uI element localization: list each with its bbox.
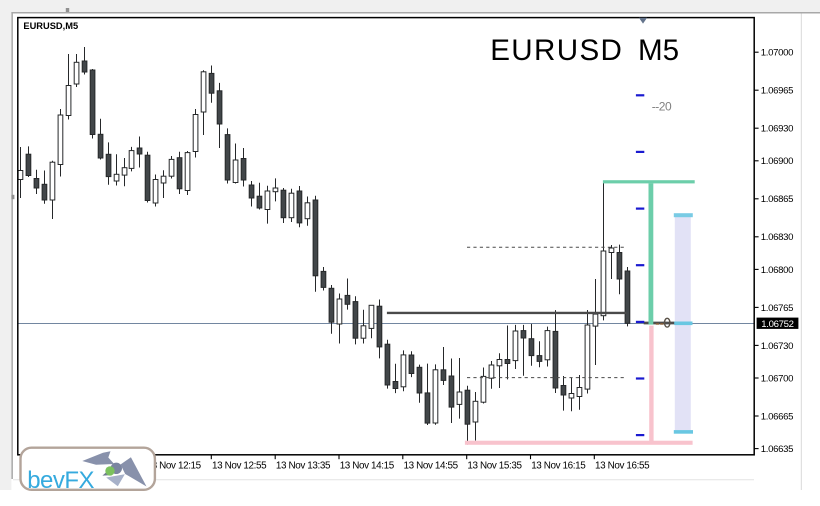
svg-text:1.06865: 1.06865	[761, 194, 794, 205]
svg-text:1.06730: 1.06730	[761, 341, 794, 352]
svg-text:1.06900: 1.06900	[761, 156, 794, 167]
svg-text:1.06752: 1.06752	[761, 319, 794, 330]
svg-text:13 Nov 12:15: 13 Nov 12:15	[147, 460, 202, 471]
svg-text:13 Nov 16:15: 13 Nov 16:15	[531, 460, 586, 471]
svg-text:13 Nov 13:35: 13 Nov 13:35	[276, 460, 331, 471]
svg-text:13 Nov 14:15: 13 Nov 14:15	[340, 460, 395, 471]
svg-text:1.06965: 1.06965	[761, 86, 794, 97]
svg-text:13 Nov 14:55: 13 Nov 14:55	[404, 460, 459, 471]
svg-text:1.06700: 1.06700	[761, 373, 794, 384]
svg-text:1.06830: 1.06830	[761, 232, 794, 243]
svg-text:13 Nov 12:55: 13 Nov 12:55	[212, 460, 267, 471]
svg-text:1.06635: 1.06635	[761, 444, 794, 455]
svg-text:1.06765: 1.06765	[761, 303, 794, 314]
svg-text:1.07000: 1.07000	[761, 48, 794, 59]
svg-text:EURUSD: EURUSD	[490, 34, 623, 67]
svg-text:1.06930: 1.06930	[761, 124, 794, 135]
svg-text:EURUSD,M5: EURUSD,M5	[23, 21, 78, 31]
svg-text:13 Nov 16:55: 13 Nov 16:55	[595, 460, 650, 471]
svg-text:--20: --20	[652, 100, 672, 114]
svg-text:1.06800: 1.06800	[761, 265, 794, 276]
svg-text:M5: M5	[638, 34, 679, 67]
svg-text:13 Nov 15:35: 13 Nov 15:35	[467, 460, 522, 471]
svg-text:1.06665: 1.06665	[761, 411, 794, 422]
svg-text:bevFX: bevFX	[27, 467, 94, 494]
